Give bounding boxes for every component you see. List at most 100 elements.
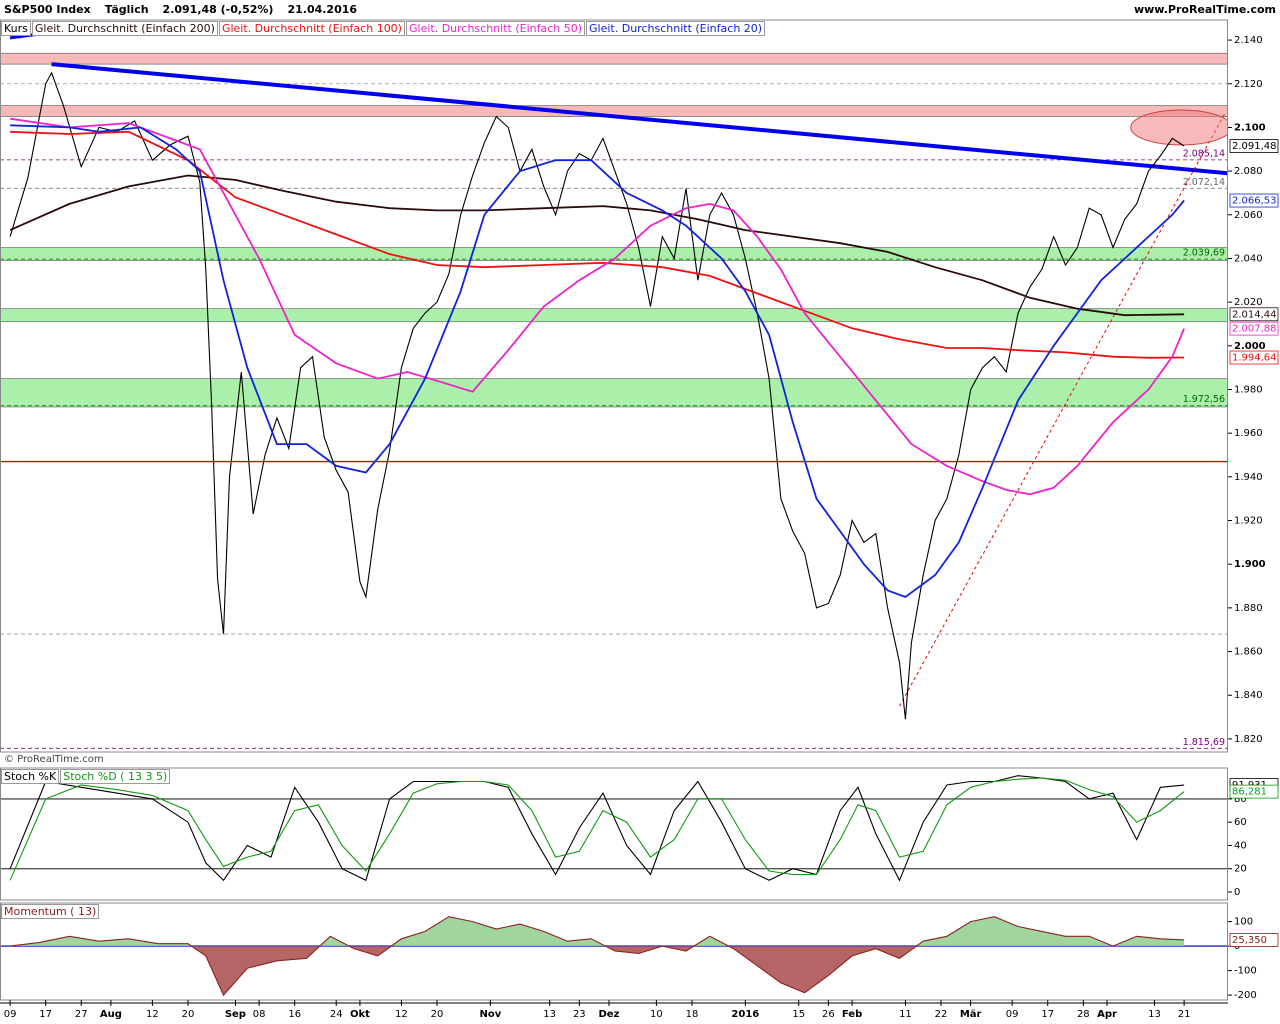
- x-tick-label: 12: [146, 1009, 159, 1020]
- y-tick-label: 1.900: [1234, 559, 1266, 570]
- y-tick-label: 1.860: [1234, 647, 1263, 658]
- legend-entry: Gleit. Durchschnitt (Einfach 50): [405, 21, 586, 36]
- value-label: 86,281: [1232, 787, 1267, 798]
- x-tick-label: 09: [4, 1009, 17, 1020]
- x-tick-label: 20: [431, 1009, 444, 1020]
- title: S&P500 Index: [4, 3, 91, 16]
- x-tick-label: 21: [1178, 1009, 1191, 1020]
- x-tick-label: 28: [1077, 1009, 1090, 1020]
- y-tick-label: 2.040: [1234, 253, 1263, 264]
- period: Täglich: [104, 3, 149, 16]
- y-tick-label: 2.080: [1234, 166, 1263, 177]
- x-tick-label: 12: [395, 1009, 408, 1020]
- watermark: © ProRealTime.com: [4, 754, 104, 765]
- y-tick-label: 0: [1234, 887, 1240, 898]
- x-tick-label: 13: [543, 1009, 556, 1020]
- y-tick-label: 2.120: [1234, 79, 1263, 90]
- site: www.ProRealTime.com: [1133, 3, 1276, 16]
- panel: 2.085,14 2.072,14 2.039,69 1.972,56 1.815,69: [0, 23, 1228, 749]
- legend: Kurs Gleit. Durchschnitt (Einfach 200) Gle…: [1, 21, 766, 36]
- level-label: 2.039,69: [1183, 248, 1225, 259]
- panel-frame: [0, 902, 1228, 1001]
- x-tick-label: 11: [899, 1009, 912, 1020]
- legend: Stoch %K Stoch %D ( 13 3 5): [1, 769, 171, 784]
- x-tick-label: Sep: [225, 1009, 246, 1020]
- legend-entry: Gleit. Durchschnitt (Einfach 20): [586, 21, 766, 36]
- zone: [0, 247, 1228, 261]
- value-label-box: [1229, 933, 1279, 947]
- value-label: 2.014,44: [1232, 309, 1277, 320]
- series-line: [10, 916, 1185, 997]
- y-tick-label: 40: [1234, 840, 1247, 851]
- x-tick-label: 24: [330, 1009, 343, 1020]
- legend-entry: Kurs: [1, 21, 31, 36]
- y-tick-label: 1.960: [1234, 428, 1263, 439]
- y-tick-label: -200: [1234, 990, 1257, 1001]
- y-tick-label: 1.820: [1234, 734, 1263, 745]
- x-tick-label: 2016: [731, 1009, 759, 1020]
- value-label-box: [1229, 321, 1279, 336]
- x-tick-label: Feb: [842, 1009, 862, 1020]
- value-label-box: [1229, 193, 1279, 208]
- x-tick-label: 20: [182, 1009, 195, 1020]
- x-tick-label: Apr: [1097, 1009, 1117, 1020]
- x-tick-label: 18: [686, 1009, 699, 1020]
- x-tick-label: 22: [935, 1009, 948, 1020]
- series-line: [10, 130, 1185, 359]
- value-label-box: [1229, 307, 1279, 322]
- value-label: 2.091,48: [1232, 141, 1277, 152]
- y-tick-label: 2.100: [1234, 122, 1266, 133]
- area-positive: [10, 916, 1185, 947]
- y-tick-label: 2.000: [1234, 341, 1266, 352]
- quote: 2.091,48 (-0,52%): [162, 3, 274, 16]
- panel: [0, 916, 1228, 997]
- value-label: 2.066,53: [1232, 196, 1277, 207]
- x-tick-label: 09: [1006, 1009, 1019, 1020]
- x-tick-label: 16: [288, 1009, 301, 1020]
- panel-frame: [0, 19, 1228, 753]
- y-tick-label: 100: [1234, 917, 1253, 928]
- highlight: [1130, 109, 1228, 146]
- x-tick-label: 23: [573, 1009, 586, 1020]
- zone: [0, 52, 1228, 65]
- trendline: [51, 62, 1228, 176]
- y-tick-label: 1.880: [1234, 603, 1263, 614]
- zone: [0, 378, 1228, 408]
- x-tick-label: 13: [1148, 1009, 1161, 1020]
- y-tick-label: 20: [1234, 864, 1247, 875]
- y-tick-label: 1.980: [1234, 384, 1263, 395]
- x-tick-label: 15: [792, 1009, 805, 1020]
- legend-entry: Momentum ( 13): [1, 904, 100, 919]
- x-tick-label: 17: [1041, 1009, 1054, 1020]
- area-negative: [191, 946, 917, 996]
- x-tick-label: Dez: [599, 1009, 620, 1020]
- trendline: [899, 111, 1227, 707]
- value-label-box: [1229, 139, 1279, 153]
- value-label-box: [1229, 350, 1279, 365]
- series-line: [10, 124, 1185, 599]
- x-tick-label: 17: [39, 1009, 52, 1020]
- y-tick-label: 1.940: [1234, 472, 1263, 483]
- value-label: 1.994,64: [1232, 353, 1277, 364]
- panel: [0, 775, 1228, 882]
- series-line: [9, 117, 1185, 496]
- series-line: [9, 174, 1185, 317]
- panel-frame: [0, 767, 1228, 901]
- legend: Momentum ( 13): [1, 904, 100, 919]
- y-tick-label: 80: [1234, 794, 1247, 805]
- x-tick-label: 26: [822, 1009, 835, 1020]
- legend-entry: Gleit. Durchschnitt (Einfach 100): [218, 21, 405, 36]
- date: 21.04.2016: [287, 3, 358, 16]
- legend-entry: Stoch %K: [1, 769, 60, 784]
- y-tick-label: -100: [1234, 966, 1257, 977]
- level-label: 2.085,14: [1183, 148, 1225, 159]
- x-tick-label: 27: [75, 1009, 88, 1020]
- legend-entry: Gleit. Durchschnitt (Einfach 200): [31, 21, 218, 36]
- series-line: [9, 775, 1185, 882]
- value-label: 2.007,88: [1232, 324, 1277, 335]
- level-label: 1.815,69: [1183, 737, 1225, 748]
- x-tick-label: Okt: [350, 1009, 370, 1020]
- x-tick-label: Aug: [100, 1009, 122, 1020]
- series-line: [9, 777, 1185, 881]
